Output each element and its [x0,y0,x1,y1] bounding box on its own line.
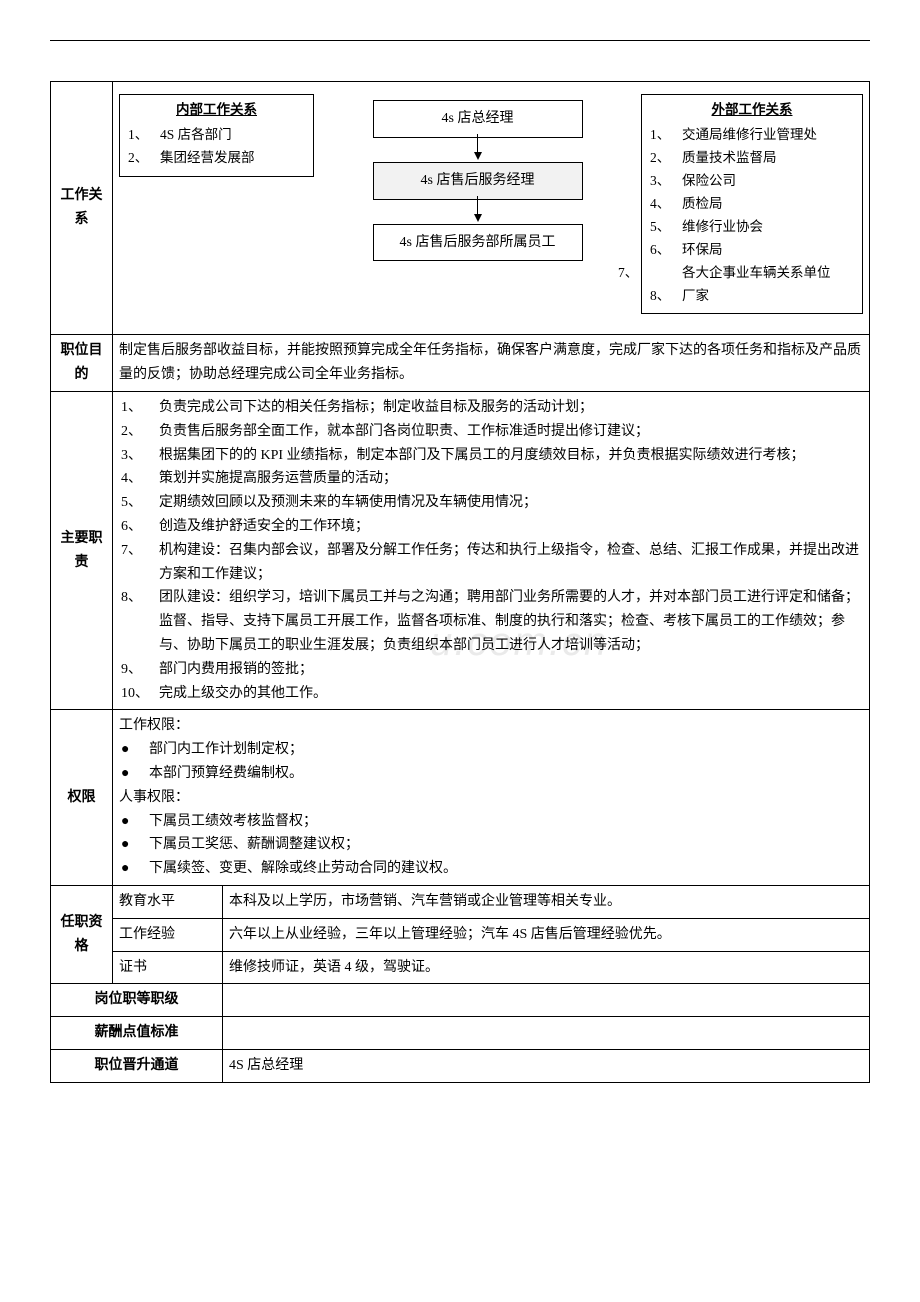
list-item: 6、创造及维护舒适安全的工作环境； [121,515,863,539]
row-work-relation: 工作关系 内部工作关系 1、4S 店各部门 2、集团经营发展部 4s 店总经理 … [51,82,870,335]
list-item: 下属员工绩效考核监督权； [121,810,863,834]
edu-label: 教育水平 [113,885,223,918]
flow-top: 4s 店总经理 [373,100,583,138]
list-item: 4、质检局 [650,193,856,216]
header-rule [50,40,870,41]
list-item: 下属员工奖惩、薪酬调整建议权； [121,833,863,857]
list-item: 2、质量技术监督局 [650,147,856,170]
list-item: 1、负责完成公司下达的相关任务指标；制定收益目标及服务的活动计划； [121,396,863,420]
hr-auth-label: 人事权限： [119,786,863,810]
goal-text: 制定售后服务部收益目标，并能按照预算完成全年任务指标，确保客户满意度，完成厂家下… [113,335,870,392]
external-title: 外部工作关系 [648,99,856,122]
row-salary: 薪酬点值标准 [51,1017,870,1050]
list-item: 5、维修行业协会 [650,216,856,239]
exp-label: 工作经验 [113,918,223,951]
cert-value: 维修技师证，英语 4 级，驾驶证。 [223,951,870,984]
authority-content: 工作权限： 部门内工作计划制定权； 本部门预算经费编制权。 人事权限： 下属员工… [113,710,870,886]
work-auth-label: 工作权限： [119,714,863,738]
row-goal: 职位目的 制定售后服务部收益目标，并能按照预算完成全年任务指标，确保客户满意度，… [51,335,870,392]
internal-list: 1、4S 店各部门 2、集团经营发展部 [126,124,307,170]
cert-label: 证书 [113,951,223,984]
promo-value: 4S 店总经理 [223,1049,870,1082]
list-item: 3、根据集团下的的 KPI 业绩指标，制定本部门及下属员工的月度绩效目标，并负责… [121,444,863,468]
salary-label: 薪酬点值标准 [51,1017,223,1050]
internal-title: 内部工作关系 [126,99,307,122]
external-relation-box: 外部工作关系 1、交通局维修行业管理处 2、质量技术监督局 3、保险公司 4、质… [641,94,863,314]
duties-content: 1、负责完成公司下达的相关任务指标；制定收益目标及服务的活动计划； 2、负责售后… [113,392,870,710]
internal-relation-box: 内部工作关系 1、4S 店各部门 2、集团经营发展部 [119,94,314,177]
list-item: 3、保险公司 [650,170,856,193]
salary-value [223,1017,870,1050]
list-item: 8、厂家 [650,285,856,308]
list-item: 10、完成上级交办的其他工作。 [121,682,863,706]
flow-mid: 4s 店售后服务经理 [373,162,583,200]
hr-auth-list: 下属员工绩效考核监督权； 下属员工奖惩、薪酬调整建议权； 下属续签、变更、解除或… [119,810,863,881]
job-spec-table: 工作关系 内部工作关系 1、4S 店各部门 2、集团经营发展部 4s 店总经理 … [50,81,870,1083]
rank-value [223,984,870,1017]
work-auth-list: 部门内工作计划制定权； 本部门预算经费编制权。 [119,738,863,786]
list-item: 6、环保局 [650,239,856,262]
list-item: 本部门预算经费编制权。 [121,762,863,786]
promo-label: 职位晋升通道 [51,1049,223,1082]
list-item: 2、负责售后服务部全面工作，就本部门各岗位职责、工作标准适时提出修订建议； [121,420,863,444]
org-flow: 4s 店总经理 4s 店售后服务经理 4s 店售后服务部所属员工 [318,94,637,261]
list-item: 9、部门内费用报销的签批； [121,658,863,682]
list-item: 2、集团经营发展部 [128,147,307,170]
list-item: 下属续签、变更、解除或终止劳动合同的建议权。 [121,857,863,881]
edu-value: 本科及以上学历，市场营销、汽车营销或企业管理等相关专业。 [223,885,870,918]
external-list: 1、交通局维修行业管理处 2、质量技术监督局 3、保险公司 4、质检局 5、维修… [648,124,856,308]
row-promo: 职位晋升通道 4S 店总经理 [51,1049,870,1082]
list-item: 4、策划并实施提高服务运营质量的活动； [121,467,863,491]
exp-value: 六年以上从业经验，三年以上管理经验；汽车 4S 店售后管理经验优先。 [223,918,870,951]
label-goal: 职位目的 [51,335,113,392]
row-authority: 权限 工作权限： 部门内工作计划制定权； 本部门预算经费编制权。 人事权限： 下… [51,710,870,886]
work-relation-content: 内部工作关系 1、4S 店各部门 2、集团经营发展部 4s 店总经理 4s 店售… [113,82,870,335]
list-item: 8、团队建设：组织学习，培训下属员工并与之沟通；聘用部门业务所需要的人才，并对本… [121,586,863,657]
row-duties: 主要职责 1、负责完成公司下达的相关任务指标；制定收益目标及服务的活动计划； 2… [51,392,870,710]
row-rank: 岗位职等职级 [51,984,870,1017]
label-authority: 权限 [51,710,113,886]
list-item: 7、机构建设：召集内部会议，部署及分解工作任务；传达和执行上级指令，检查、总结、… [121,539,863,587]
duties-list: 1、负责完成公司下达的相关任务指标；制定收益目标及服务的活动计划； 2、负责售后… [119,396,863,705]
list-item: 1、4S 店各部门 [128,124,307,147]
label-qualification: 任职资格 [51,885,113,983]
list-item: 7、各大企事业车辆关系单位 [650,262,856,285]
row-qual-exp: 工作经验 六年以上从业经验，三年以上管理经验；汽车 4S 店售后管理经验优先。 [51,918,870,951]
row-qual-edu: 任职资格 教育水平 本科及以上学历，市场营销、汽车营销或企业管理等相关专业。 [51,885,870,918]
label-work-relation: 工作关系 [51,82,113,335]
list-item: 1、交通局维修行业管理处 [650,124,856,147]
list-item: 部门内工作计划制定权； [121,738,863,762]
flow-bot: 4s 店售后服务部所属员工 [373,224,583,262]
list-item: 5、定期绩效回顾以及预测未来的车辆使用情况及车辆使用情况； [121,491,863,515]
label-duties: 主要职责 [51,392,113,710]
row-qual-cert: 证书 维修技师证，英语 4 级，驾驶证。 [51,951,870,984]
rank-label: 岗位职等职级 [51,984,223,1017]
